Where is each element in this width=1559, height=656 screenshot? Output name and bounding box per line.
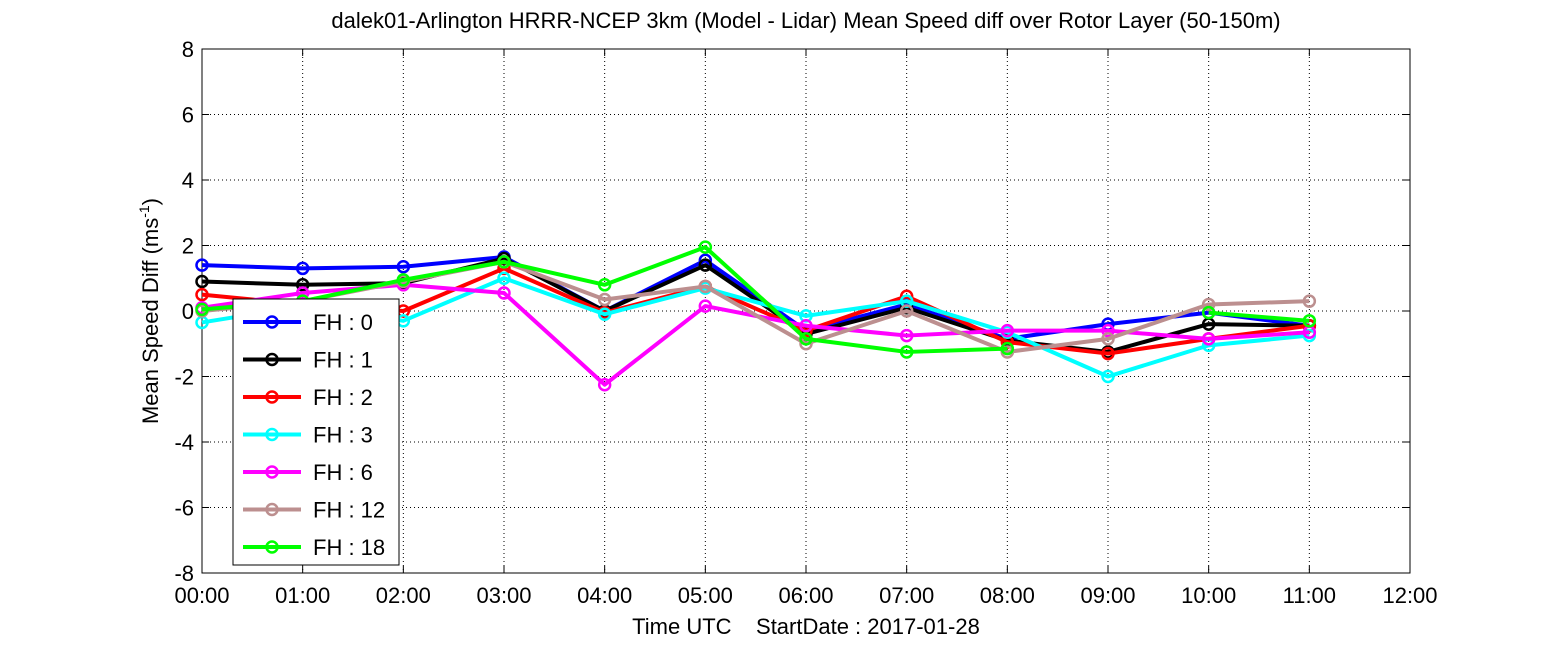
x-tick-label: 01:00 — [275, 583, 330, 608]
data-point — [396, 260, 411, 274]
data-point — [295, 261, 310, 276]
x-tick-labels: 00:00 01:00 02:00 03:00 04:00 05:00 06:00 07:00… — [174, 583, 1437, 608]
data-point — [597, 278, 612, 292]
data-point — [396, 273, 411, 287]
y-tick-label: -2 — [174, 365, 194, 390]
y-tick-label: 6 — [182, 103, 194, 128]
y-tick-label: -8 — [174, 561, 194, 586]
legend-marker — [265, 315, 279, 329]
y-tick-label: 2 — [182, 234, 194, 259]
data-point — [497, 255, 511, 269]
series-line — [1208, 310, 1310, 323]
y-axis-label-superscript: -1 — [136, 205, 152, 218]
x-tick-label: 10:00 — [1181, 583, 1236, 608]
data-point — [295, 278, 310, 292]
y-tick-label: 0 — [182, 299, 194, 324]
data-point — [698, 258, 713, 272]
x-tick-label: 07:00 — [879, 583, 934, 608]
data-point — [1101, 369, 1115, 384]
data-point — [1101, 323, 1115, 338]
data-point — [195, 287, 209, 302]
x-tick-label: 04:00 — [577, 583, 632, 608]
y-tick-labels: -8 -6 -4 -2 0 2 4 6 8 — [174, 37, 194, 586]
data-point — [799, 332, 813, 346]
y-tick-label: 8 — [182, 37, 194, 62]
data-point — [195, 258, 209, 272]
x-tick-label: 05:00 — [678, 583, 733, 608]
y-axis-label-close: ) — [138, 198, 163, 205]
legend-marker — [265, 352, 279, 367]
data-point — [1302, 294, 1317, 308]
x-tick-label: 02:00 — [376, 583, 431, 608]
data-point — [195, 302, 209, 317]
data-point — [1201, 305, 1216, 320]
data-point — [1201, 332, 1216, 346]
chart-title: dalek01-Arlington HRRR-NCEP 3km (Model -… — [331, 8, 1280, 33]
legend-marker — [265, 540, 279, 554]
x-tick-label: 11:00 — [1283, 583, 1336, 608]
legend-label: FH : 2 — [313, 385, 373, 410]
x-tick-label: 09:00 — [1080, 583, 1135, 608]
x-tick-label: 12:00 — [1382, 583, 1437, 608]
data-point — [1000, 323, 1015, 338]
legend-label: FH : 6 — [313, 460, 373, 485]
data-point — [1000, 341, 1015, 356]
y-tick-label: -4 — [174, 430, 194, 455]
data-point — [698, 299, 713, 313]
data-point — [899, 304, 914, 318]
data-point — [1101, 332, 1115, 346]
y-tick-label: 4 — [182, 168, 194, 193]
data-point — [1302, 314, 1317, 328]
x-axis-label: Time UTC StartDate : 2017-01-28 — [632, 614, 980, 639]
x-tick-label: 03:00 — [476, 583, 531, 608]
data-point — [195, 274, 209, 289]
data-point — [799, 318, 813, 333]
x-tick-label: 08:00 — [980, 583, 1035, 608]
legend-label: FH : 12 — [313, 498, 385, 523]
data-point — [597, 307, 612, 322]
legend-marker — [265, 465, 279, 479]
y-axis-label-main: Mean Speed Diff (ms — [138, 218, 163, 424]
data-point — [497, 271, 511, 285]
series-line — [201, 245, 1008, 354]
legend-marker — [265, 427, 279, 442]
data-point — [497, 286, 511, 300]
x-tick-label: 00:00 — [174, 583, 229, 608]
x-tick-label: 06:00 — [778, 583, 833, 608]
data-point — [698, 240, 713, 254]
axis-ticks — [201, 48, 1411, 574]
data-point — [1201, 297, 1216, 312]
legend-label: FH : 0 — [313, 310, 373, 335]
y-axis-label: Mean Speed Diff (ms-1) — [136, 198, 163, 424]
y-tick-label: -6 — [174, 496, 194, 521]
data-point — [597, 377, 612, 392]
legend-label: FH : 3 — [313, 423, 373, 448]
data-point — [899, 328, 914, 343]
data-point — [698, 279, 713, 294]
legend-box — [232, 298, 400, 566]
data-point — [899, 345, 914, 359]
legend-label: FH : 18 — [313, 535, 385, 560]
legend-marker — [265, 390, 279, 404]
legend-label: FH : 1 — [313, 348, 373, 373]
data-point — [295, 286, 310, 300]
data-point — [597, 292, 612, 307]
legend-marker — [265, 502, 279, 517]
data-point — [1101, 346, 1115, 361]
legend: FH : 0 FH : 1 FH : 2 FH : 3 FH : 6 FH : 12 FH … — [232, 298, 400, 566]
